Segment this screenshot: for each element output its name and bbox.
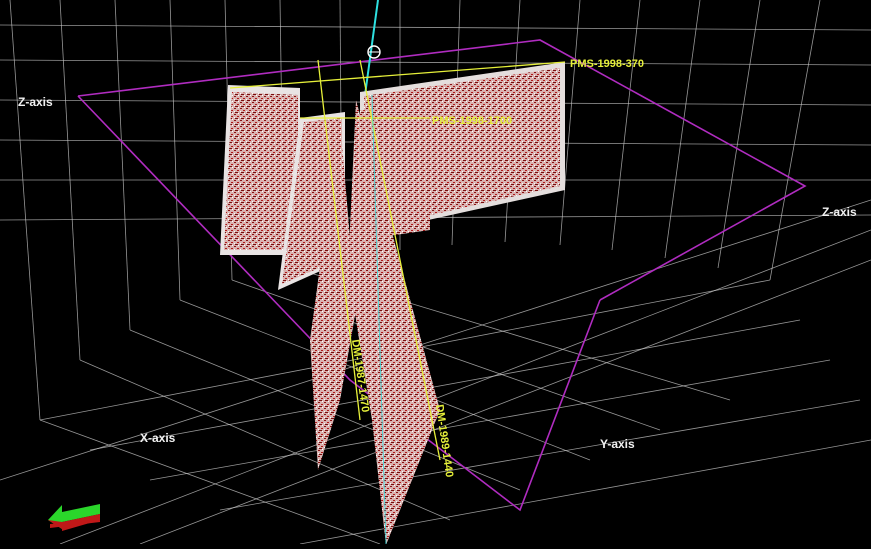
seismic-panel-dm-1470[interactable]: [310, 120, 356, 470]
navigation-arrow-icon[interactable]: [48, 504, 100, 531]
x-axis-label: X-axis: [140, 431, 176, 445]
z-axis-label-left: Z-axis: [18, 95, 53, 109]
seismic-line-label[interactable]: PMS-1998-1700: [432, 115, 512, 127]
well-path-extension: [371, 94, 387, 545]
seismic-panel-dm-1440[interactable]: [348, 100, 440, 545]
grid-floor: [0, 199, 871, 545]
seismic-line-label[interactable]: PMS-1998-370: [570, 58, 644, 70]
seismic-panel-pms-370-west[interactable]: [224, 92, 298, 250]
well-path[interactable]: [364, 0, 379, 96]
z-axis-label-right: Z-axis: [822, 205, 857, 219]
bounding-box: [77, 39, 807, 512]
y-axis-label: Y-axis: [600, 437, 635, 451]
